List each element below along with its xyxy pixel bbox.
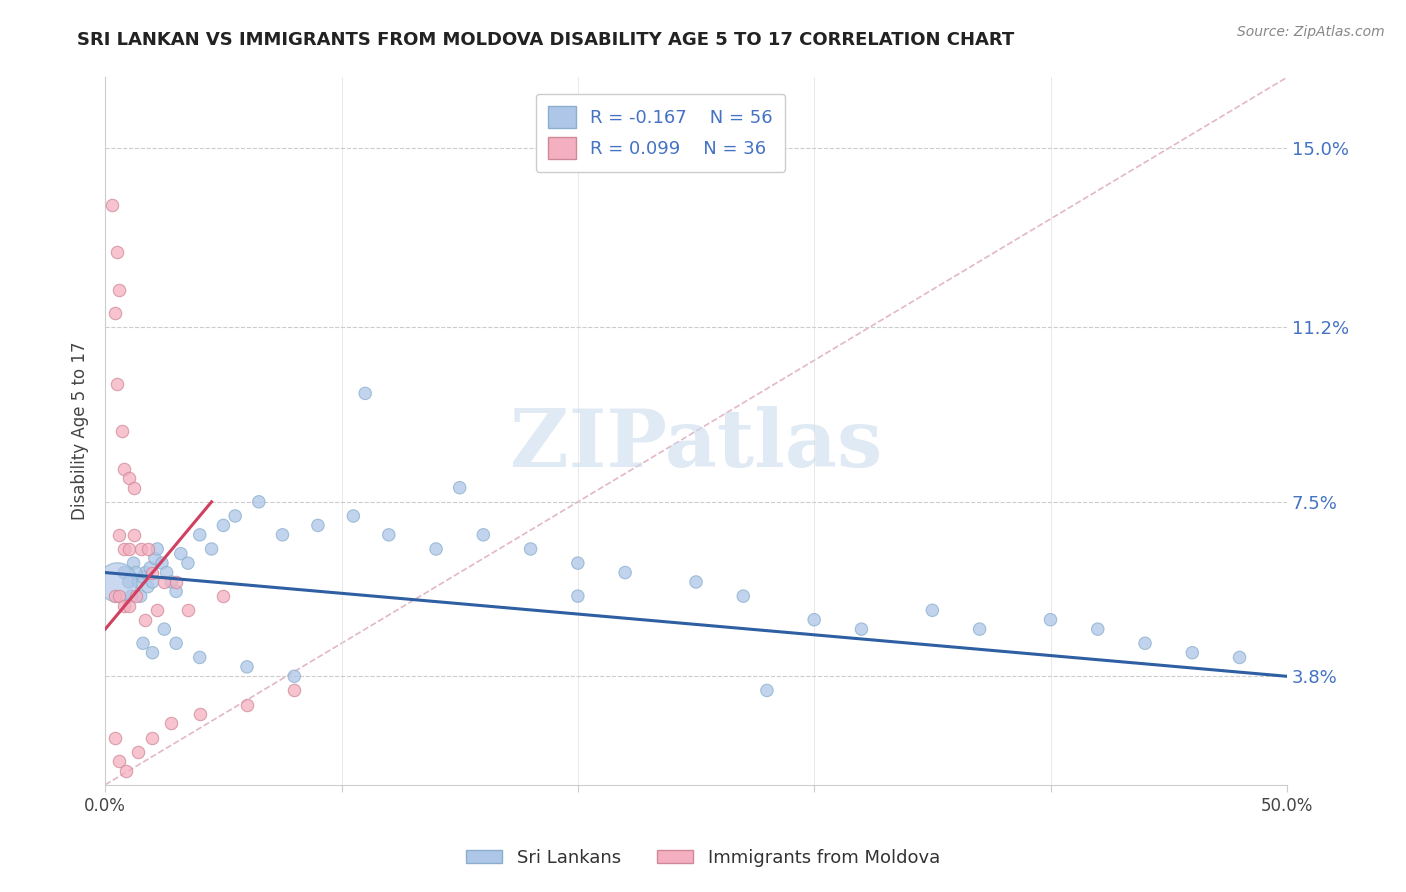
Point	[150, 556, 173, 570]
Point	[146, 541, 169, 556]
Point	[188, 650, 211, 665]
Point	[104, 731, 127, 745]
Point	[177, 556, 200, 570]
Point	[104, 589, 127, 603]
Point	[122, 481, 145, 495]
Point	[153, 574, 176, 589]
Point	[112, 541, 135, 556]
Point	[105, 574, 128, 589]
Text: Source: ZipAtlas.com: Source: ZipAtlas.com	[1237, 25, 1385, 39]
Point	[921, 603, 943, 617]
Point	[111, 424, 134, 438]
Point	[141, 731, 163, 745]
Point	[118, 471, 141, 485]
Point	[1181, 646, 1204, 660]
Point	[134, 566, 156, 580]
Point	[851, 622, 873, 636]
Point	[1133, 636, 1156, 650]
Point	[472, 528, 495, 542]
Point	[342, 508, 364, 523]
Point	[136, 580, 159, 594]
Point	[803, 613, 825, 627]
Point	[105, 244, 128, 259]
Point	[132, 570, 155, 584]
Point	[125, 566, 148, 580]
Point	[112, 462, 135, 476]
Point	[141, 566, 163, 580]
Point	[449, 481, 471, 495]
Point	[283, 669, 305, 683]
Point	[614, 566, 637, 580]
Legend: Sri Lankans, Immigrants from Moldova: Sri Lankans, Immigrants from Moldova	[458, 842, 948, 874]
Point	[567, 589, 589, 603]
Point	[112, 599, 135, 613]
Point	[127, 574, 149, 589]
Point	[122, 556, 145, 570]
Point	[118, 574, 141, 589]
Point	[1087, 622, 1109, 636]
Point	[136, 541, 159, 556]
Point	[378, 528, 401, 542]
Point	[188, 706, 211, 721]
Point	[236, 660, 259, 674]
Point	[519, 541, 541, 556]
Y-axis label: Disability Age 5 to 17: Disability Age 5 to 17	[72, 342, 89, 520]
Point	[156, 566, 179, 580]
Point	[160, 574, 183, 589]
Point	[165, 636, 187, 650]
Point	[132, 636, 155, 650]
Legend: R = -0.167    N = 56, R = 0.099    N = 36: R = -0.167 N = 56, R = 0.099 N = 36	[536, 94, 786, 172]
Point	[212, 589, 235, 603]
Point	[236, 698, 259, 712]
Point	[685, 574, 707, 589]
Point	[104, 306, 127, 320]
Point	[165, 574, 187, 589]
Point	[108, 283, 131, 297]
Point	[170, 547, 193, 561]
Point	[143, 551, 166, 566]
Point	[969, 622, 991, 636]
Point	[165, 584, 187, 599]
Point	[139, 561, 162, 575]
Point	[1039, 613, 1062, 627]
Point	[733, 589, 755, 603]
Point	[115, 764, 138, 778]
Point	[127, 745, 149, 759]
Point	[755, 683, 778, 698]
Point	[122, 528, 145, 542]
Point	[307, 518, 329, 533]
Point	[101, 198, 124, 212]
Point	[188, 528, 211, 542]
Point	[212, 518, 235, 533]
Point	[1229, 650, 1251, 665]
Point	[120, 589, 142, 603]
Point	[105, 376, 128, 391]
Point	[141, 574, 163, 589]
Point	[354, 386, 377, 401]
Point	[153, 622, 176, 636]
Point	[118, 541, 141, 556]
Point	[425, 541, 447, 556]
Point	[283, 683, 305, 698]
Point	[118, 599, 141, 613]
Point	[160, 716, 183, 731]
Point	[108, 528, 131, 542]
Text: SRI LANKAN VS IMMIGRANTS FROM MOLDOVA DISABILITY AGE 5 TO 17 CORRELATION CHART: SRI LANKAN VS IMMIGRANTS FROM MOLDOVA DI…	[77, 31, 1015, 49]
Point	[108, 589, 131, 603]
Point	[134, 613, 156, 627]
Point	[271, 528, 294, 542]
Point	[125, 589, 148, 603]
Point	[247, 495, 270, 509]
Point	[129, 541, 152, 556]
Text: ZIPatlas: ZIPatlas	[510, 406, 882, 484]
Point	[108, 754, 131, 768]
Point	[200, 541, 222, 556]
Point	[146, 603, 169, 617]
Point	[224, 508, 246, 523]
Point	[567, 556, 589, 570]
Point	[129, 589, 152, 603]
Point	[177, 603, 200, 617]
Point	[141, 646, 163, 660]
Point	[112, 566, 135, 580]
